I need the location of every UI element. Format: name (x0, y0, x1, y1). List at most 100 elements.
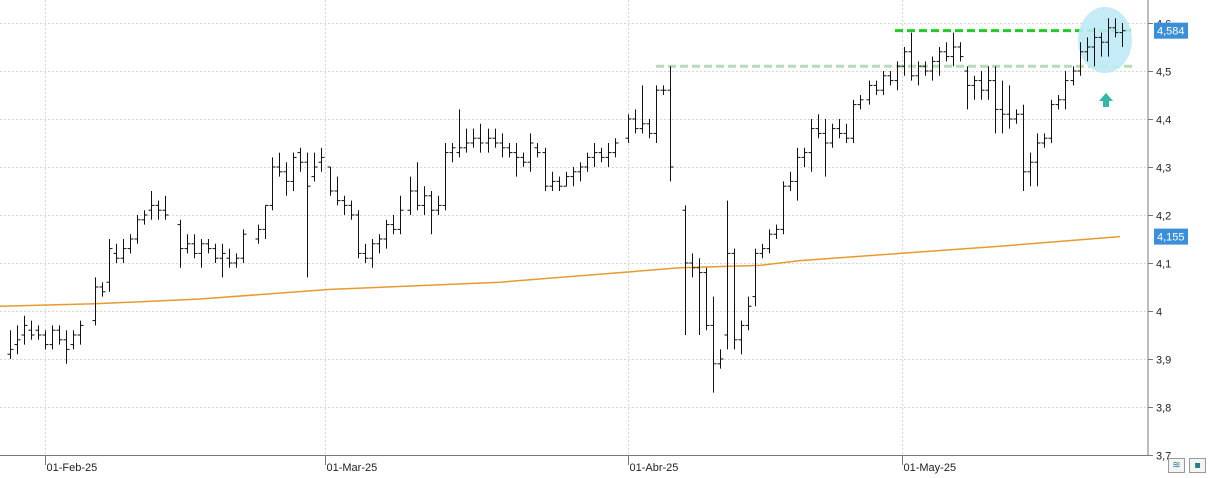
ohlc-bar (815, 114, 822, 139)
ohlc-bar (226, 248, 233, 268)
ohlc-bar (369, 239, 376, 268)
ohlc-bar (639, 85, 646, 134)
ohlc-bar (843, 123, 850, 143)
ohlc-bar (598, 147, 605, 163)
save-icon[interactable]: ▪ (1189, 458, 1206, 473)
ohlc-bar (456, 109, 463, 158)
ohlc-bar (56, 325, 63, 345)
ohlc-bar (463, 128, 470, 153)
ohlc-bar (957, 42, 964, 62)
ohlc-bar (880, 71, 887, 95)
ohlc-bar (710, 296, 717, 393)
ohlc-bar (255, 224, 262, 244)
y-tick-label: 4,3 (1156, 163, 1171, 175)
ohlc-bar (99, 282, 106, 297)
ohlc-bar (591, 143, 598, 167)
ohlc-bar (922, 61, 929, 76)
ohlc-bar (485, 128, 492, 153)
y-tick-label: 4 (1156, 307, 1162, 319)
ohlc-bar (632, 109, 639, 134)
ohlc-bar (113, 243, 120, 263)
ohlc-bar (21, 315, 28, 345)
ohlc-bar (297, 147, 304, 172)
ohlc-bar (492, 128, 499, 148)
ohlc-bar (985, 66, 992, 100)
ohlc-bar (205, 239, 212, 254)
ohlc-bar (745, 296, 752, 331)
ohlc-bar (355, 210, 362, 259)
ohlc-bar (887, 71, 894, 86)
ohlc-bar (1034, 133, 1041, 187)
ohlc-bar (414, 162, 421, 211)
ohlc-bar (428, 191, 435, 235)
ohlc-bar (1041, 133, 1048, 148)
ohlc-bar (682, 205, 689, 335)
x-tick-label: 01-May-25 (904, 462, 957, 474)
ohlc-bar (290, 152, 297, 191)
ohlc-bar (513, 143, 520, 177)
ohlc-bar (262, 204, 269, 239)
ohlc-bar (556, 176, 563, 191)
moving-average-tag-box (1154, 228, 1188, 245)
ohlc-bar (992, 66, 999, 134)
arrow-shape (1099, 93, 1113, 107)
ohlc-bar (318, 147, 325, 172)
price-bars (7, 18, 1126, 393)
ohlc-bar (477, 123, 484, 153)
ohlc-bar (660, 85, 667, 95)
ohlc-bar (134, 215, 141, 244)
grid-lines (0, 23, 1148, 456)
ohlc-bar (1006, 85, 1013, 129)
fit-chart-icon[interactable]: ≋ (1168, 458, 1185, 473)
ohlc-bar (376, 234, 383, 254)
ohlc-bar (563, 171, 570, 187)
ohlc-bar (506, 143, 513, 158)
ohlc-bar (787, 171, 794, 191)
ohlc-bar (327, 166, 334, 196)
ohlc-bar (28, 320, 35, 340)
ohlc-bar (584, 152, 591, 172)
ohlc-bar (383, 219, 390, 249)
y-tick-label: 3,8 (1156, 403, 1171, 415)
ohlc-bar (92, 277, 99, 326)
ohlc-bar (901, 47, 908, 76)
ohlc-bar (738, 320, 745, 355)
ohlc-bar (184, 234, 191, 254)
ohlc-bar (829, 123, 836, 148)
ohlc-bar (527, 133, 534, 172)
ohlc-bar (689, 253, 696, 278)
ohlc-bar (334, 176, 341, 206)
ohlc-bar (7, 330, 14, 359)
ohlc-bar (612, 138, 619, 158)
ohlc-bar (198, 239, 205, 268)
ohlc-bar (219, 243, 226, 278)
ohlc-bar (549, 171, 556, 191)
ohlc-bar (390, 215, 397, 235)
ohlc-bar (836, 119, 843, 139)
x-tick-label: 01-Mar-25 (327, 462, 378, 474)
ohlc-bar (1098, 32, 1105, 57)
ohlc-bar (808, 119, 815, 172)
price-tags: 4,584 4,155 (1154, 22, 1188, 245)
ohlc-bar (449, 143, 456, 163)
ohlc-bar (971, 75, 978, 100)
x-grid-lines (45, 0, 903, 455)
ohlc-bar (276, 152, 283, 177)
ohlc-bar (283, 162, 290, 196)
ohlc-bar (1084, 37, 1091, 62)
ohlc-bar (63, 330, 70, 364)
x-tick-label: 01-Abr-25 (630, 462, 679, 474)
ohlc-bar (1119, 23, 1126, 47)
ohlc-bar (269, 157, 276, 211)
ohlc-bar (542, 147, 549, 191)
ohlc-bar (435, 195, 442, 215)
ohlc-bar (233, 253, 240, 268)
ohlc-bar (240, 229, 247, 263)
ohlc-bar (731, 248, 738, 350)
y-tick-label: 4,5 (1156, 67, 1171, 79)
ohlc-bar (929, 56, 936, 81)
ohlc-bar (766, 229, 773, 254)
ohlc-bar (35, 325, 42, 340)
x-tick-label: 01-Feb-25 (47, 462, 98, 474)
ohlc-bar (964, 66, 971, 110)
